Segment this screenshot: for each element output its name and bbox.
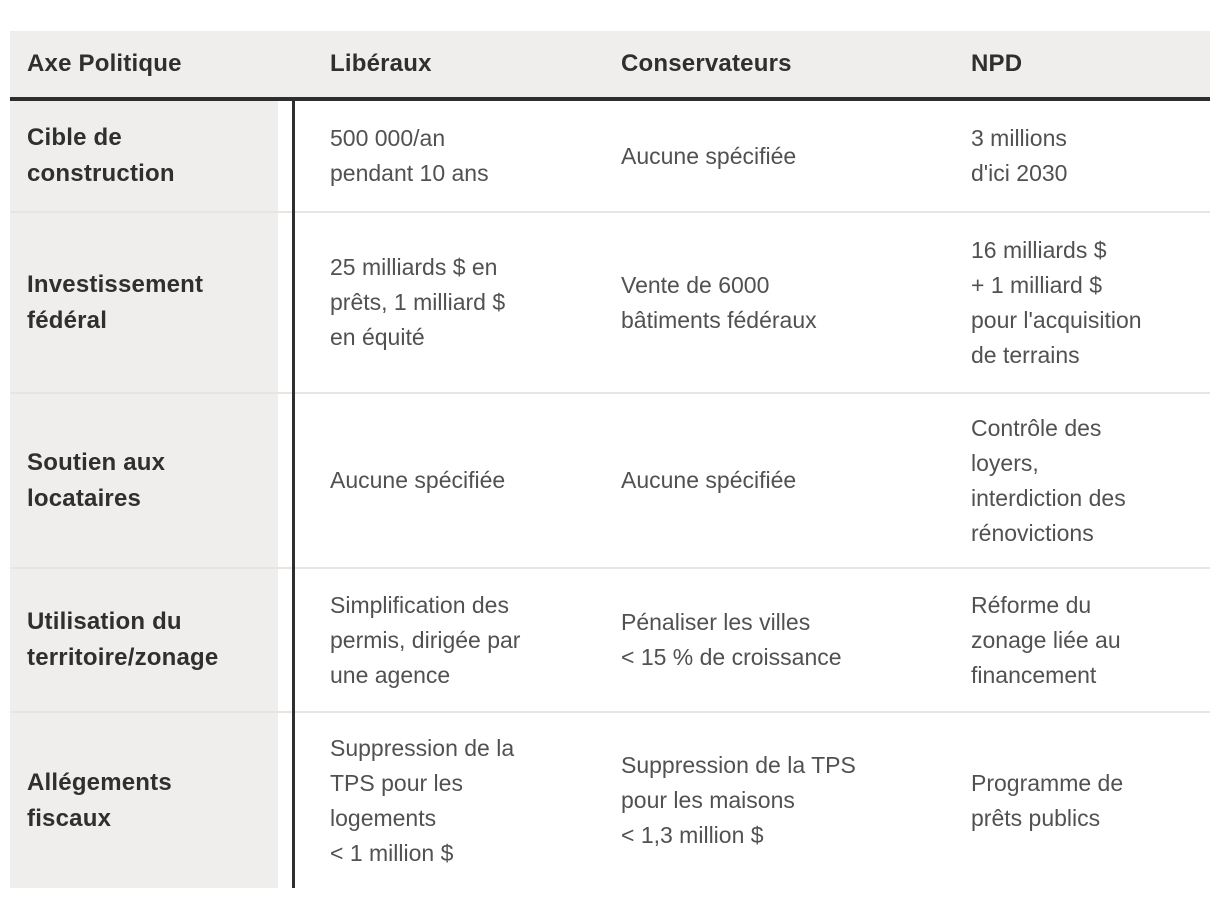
table-row: Soutien aux locataires Aucune spécifiée … (10, 392, 1210, 567)
cell-liberaux: Suppression de la TPS pour les logements… (330, 734, 515, 866)
cell-conservateurs: Aucune spécifiée (621, 142, 797, 169)
policy-comparison-table: Axe Politique Libéraux Conservateurs NPD… (10, 31, 1210, 888)
row-header-cell: Investissement fédéral (10, 213, 296, 392)
cell-liberaux: 25 milliards $ en prêts, 1 milliard $ en… (330, 254, 506, 350)
table-row: Utilisation du territoire/zonage Simplif… (10, 567, 1210, 711)
cell-conservateurs: Pénaliser les villes < 15 % de croissanc… (621, 609, 842, 670)
cell-conservateurs: Vente de 6000 bâtiments fédéraux (621, 271, 817, 333)
column-header-axe-politique: Axe Politique (27, 50, 182, 77)
cell-npd: Réforme du zonage liée au financement (971, 591, 1121, 688)
cell-liberaux: Aucune spécifiée (330, 467, 506, 493)
column-header-liberaux: Libéraux (330, 50, 432, 77)
row-header-cell: Soutien aux locataires (10, 394, 296, 567)
cell-npd: 3 millions d'ici 2030 (971, 125, 1068, 186)
cell-conservateurs: Suppression de la TPS pour les maisons <… (621, 752, 856, 848)
row-header-cell: Cible de construction (10, 101, 296, 211)
cell-liberaux: Simplification des permis, dirigée par u… (330, 591, 521, 688)
table-row: Cible de construction 500 000/an pendant… (10, 101, 1210, 211)
column-header-conservateurs: Conservateurs (621, 50, 792, 77)
row-header-cell: Allégements fiscaux (10, 713, 296, 888)
table-row: Investissement fédéral 25 milliards $ en… (10, 211, 1210, 392)
table-header-row: Axe Politique Libéraux Conservateurs NPD (10, 31, 1210, 101)
cell-npd: Contrôle des loyers, interdiction des ré… (971, 414, 1126, 546)
column-header-npd: NPD (971, 50, 1023, 77)
cell-npd: Programme de prêts publics (971, 769, 1124, 831)
column-divider-line (292, 101, 295, 888)
row-header-cell: Utilisation du territoire/zonage (10, 569, 296, 711)
cell-liberaux: 500 000/an pendant 10 ans (330, 125, 489, 186)
table-row: Allégements fiscaux Suppression de la TP… (10, 711, 1210, 888)
cell-npd: 16 milliards $ + 1 milliard $ pour l'acq… (971, 236, 1142, 368)
cell-conservateurs: Aucune spécifiée (621, 467, 797, 493)
